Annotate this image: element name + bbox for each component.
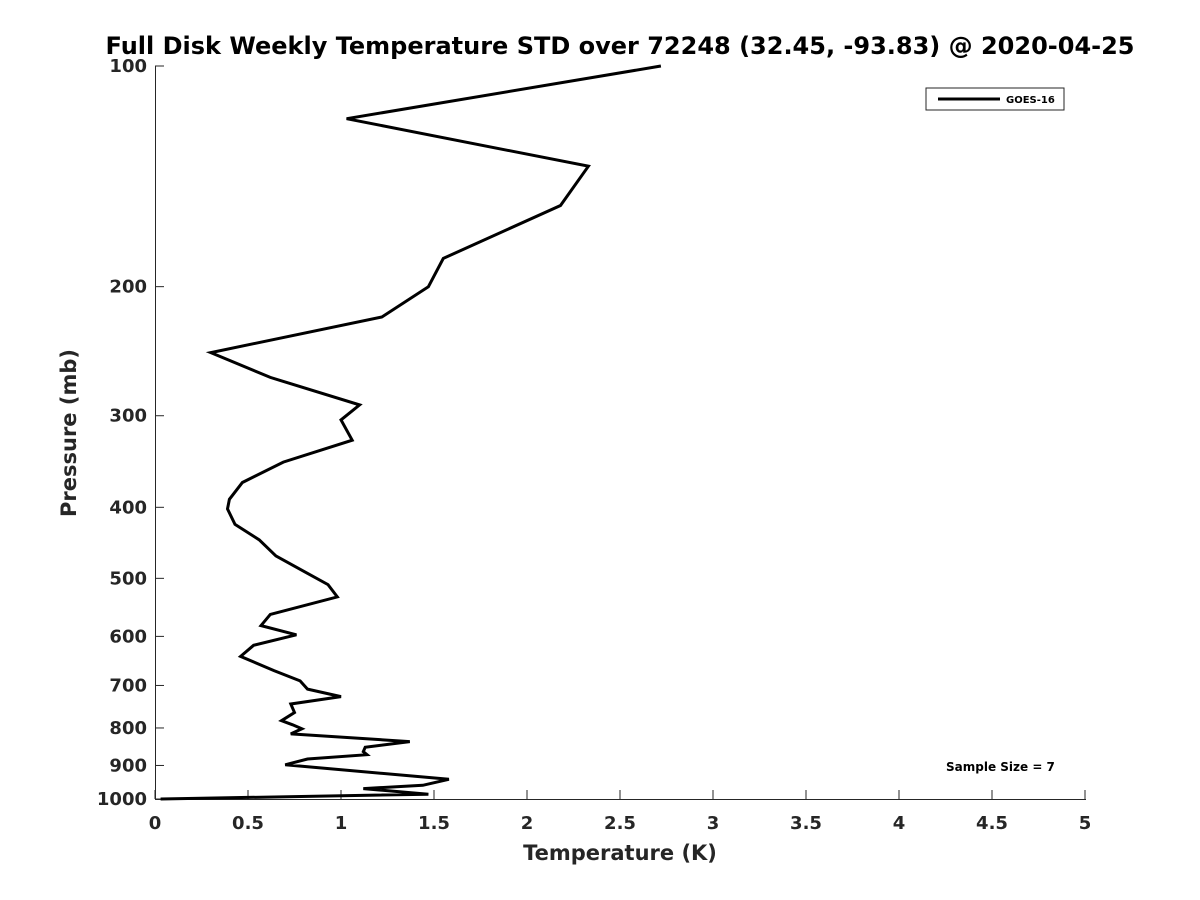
x-tick-label: 5 — [1079, 813, 1092, 834]
y-axis-label: Pressure (mb) — [57, 349, 81, 517]
series-line-goes-16 — [160, 64, 662, 801]
x-tick-label: 2 — [521, 813, 534, 834]
x-tick-label: 3 — [707, 813, 720, 834]
x-tick-label: 3.5 — [790, 813, 822, 834]
y-tick-label: 100 — [109, 56, 147, 77]
y-tick-label: 500 — [109, 568, 147, 589]
sample-size-annotation: Sample Size = 7 — [946, 760, 1055, 774]
y-tick-label: 300 — [109, 406, 147, 427]
y-tick-label: 400 — [109, 497, 147, 518]
x-tick-label: 0.5 — [232, 813, 264, 834]
legend-label-goes-16: GOES-16 — [1006, 95, 1055, 106]
y-tick-label: 900 — [109, 755, 147, 776]
x-tick-label: 1.5 — [418, 813, 450, 834]
y-tick-label: 600 — [109, 626, 147, 647]
x-tick-label: 2.5 — [604, 813, 636, 834]
legend: GOES-16 — [925, 87, 1065, 111]
y-tick-label: 1000 — [97, 789, 147, 810]
chart-title: Full Disk Weekly Temperature STD over 72… — [106, 32, 1135, 60]
x-axis-label: Temperature (K) — [523, 841, 717, 865]
y-tick-label: 700 — [109, 675, 147, 696]
x-ticks: 0 0.5 1 1.5 2 2.5 3 3.5 4 4.5 5 — [149, 790, 1092, 834]
x-tick-label: 1 — [335, 813, 348, 834]
y-ticks: 100 200 300 400 500 600 700 800 900 1000 — [97, 56, 164, 810]
x-tick-label: 0 — [149, 813, 162, 834]
y-tick-label: 200 — [109, 277, 147, 298]
series-group — [160, 64, 662, 801]
x-tick-label: 4 — [893, 813, 906, 834]
x-tick-label: 4.5 — [976, 813, 1008, 834]
plot-axes — [155, 66, 1086, 800]
y-tick-label: 800 — [109, 718, 147, 739]
